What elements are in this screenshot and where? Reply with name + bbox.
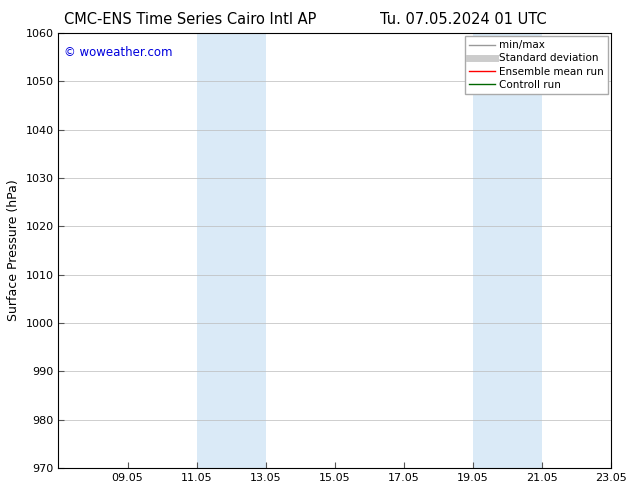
Text: Tu. 07.05.2024 01 UTC: Tu. 07.05.2024 01 UTC <box>380 12 546 27</box>
Bar <box>197 33 266 468</box>
Text: CMC-ENS Time Series Cairo Intl AP: CMC-ENS Time Series Cairo Intl AP <box>64 12 316 27</box>
Bar <box>473 33 542 468</box>
Text: © woweather.com: © woweather.com <box>64 46 172 59</box>
Legend: min/max, Standard deviation, Ensemble mean run, Controll run: min/max, Standard deviation, Ensemble me… <box>465 36 608 94</box>
Y-axis label: Surface Pressure (hPa): Surface Pressure (hPa) <box>7 180 20 321</box>
